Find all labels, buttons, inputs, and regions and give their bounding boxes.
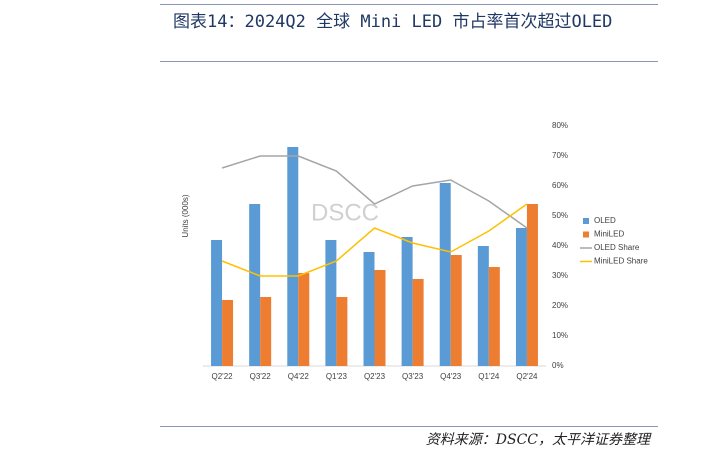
bar [211, 240, 223, 366]
legend-label: MiniLED Share [594, 257, 648, 266]
y2-tick-label: 30% [552, 271, 568, 280]
y2-tick-label: 50% [552, 211, 568, 220]
bar [477, 246, 489, 366]
bar [401, 237, 413, 366]
bar [260, 297, 272, 366]
bar [450, 255, 462, 366]
bottom-rule [160, 426, 658, 427]
bar [374, 270, 386, 366]
bar [287, 147, 299, 366]
bar [363, 252, 375, 366]
x-tick-label: Q4'22 [288, 372, 310, 381]
bar [488, 267, 500, 366]
y2-tick-label: 0% [552, 361, 564, 370]
legend-label: OLED [594, 216, 616, 225]
top-rule [160, 4, 658, 5]
x-tick-label: Q1'23 [326, 372, 348, 381]
x-tick-label: Q4'23 [440, 372, 462, 381]
y2-tick-label: 40% [552, 241, 568, 250]
y-axis-label: Units (000s) [181, 194, 190, 237]
x-tick-label: Q3'23 [402, 372, 424, 381]
bar [412, 279, 424, 366]
x-tick-label: Q1'24 [478, 372, 500, 381]
y2-tick-label: 70% [552, 151, 568, 160]
bar [526, 204, 538, 366]
bar [515, 228, 527, 366]
title-rule [160, 61, 658, 62]
title: 图表14：2024Q2 全球 Mini LED 市占率首次超过OLED [173, 12, 613, 32]
bar [222, 300, 234, 366]
x-tick-label: Q2'23 [364, 372, 386, 381]
bar [249, 204, 261, 366]
y2-tick-label: 80% [552, 121, 568, 130]
bar [298, 273, 310, 366]
bar [336, 297, 348, 366]
line [221, 203, 528, 277]
bar [439, 183, 451, 366]
legend-swatch [583, 218, 589, 224]
watermark: DSCC [311, 199, 379, 226]
y2-tick-label: 10% [552, 331, 568, 340]
line [221, 155, 528, 229]
x-tick-label: Q3'22 [250, 372, 272, 381]
x-tick-label: Q2'22 [212, 372, 234, 381]
legend-swatch [583, 231, 589, 238]
y2-tick-label: 20% [552, 301, 568, 310]
x-tick-label: Q2'24 [516, 372, 538, 381]
y2-tick-label: 60% [552, 181, 568, 190]
bar [325, 240, 337, 366]
legend-label: OLED Share [594, 243, 640, 252]
source: 资料来源：DSCC，太平洋证券整理 [425, 432, 650, 448]
legend-label: MiniLED [594, 230, 624, 239]
